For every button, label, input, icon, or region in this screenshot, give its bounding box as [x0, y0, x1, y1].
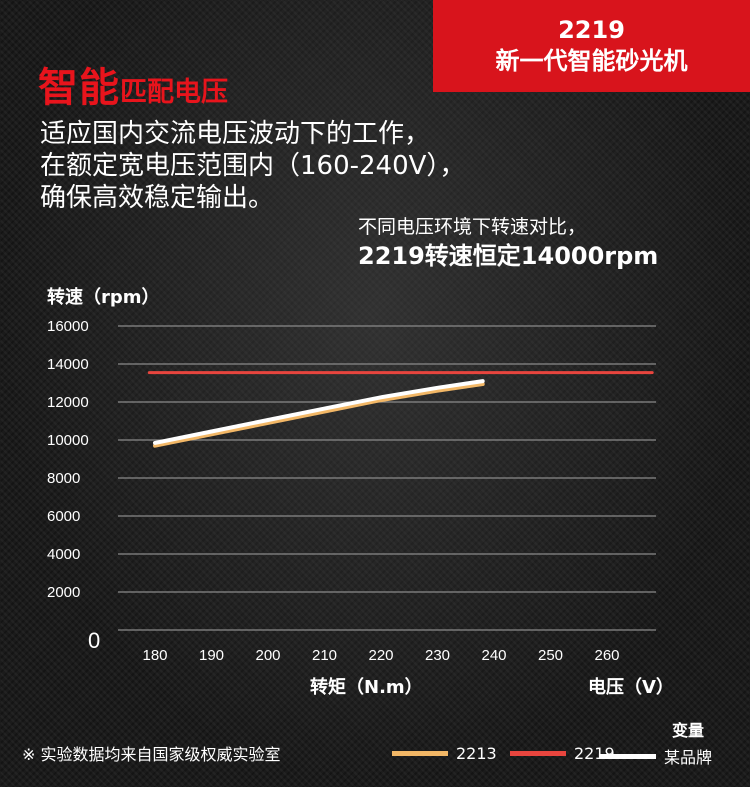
y-tick-label: 2000 [47, 584, 80, 601]
x-axis-label: 转矩（N.m） [310, 676, 423, 698]
x-ticks: 180 190 200 210 220 230 240 250 260 [142, 647, 619, 664]
y-tick-label: 6000 [47, 508, 80, 525]
badge-model: 2219 [558, 16, 625, 44]
y-tick-label: 4000 [47, 546, 80, 563]
x-tick-label: 180 [142, 647, 167, 664]
x-tick-label: 260 [594, 647, 619, 664]
legend-swatch [510, 751, 566, 756]
legend-label: 某品牌 [664, 748, 713, 767]
x-tick-label: 250 [538, 647, 563, 664]
x-tick-label: 190 [199, 647, 224, 664]
legend-label: 2213 [456, 744, 497, 763]
legend-swatch [600, 753, 656, 759]
model-badge: 2219 新一代智能砂光机 [433, 0, 750, 92]
x-tick-label: 230 [425, 647, 450, 664]
footnote: ※ 实验数据均来自国家级权威实验室 [22, 745, 281, 764]
description-line: 在额定宽电压范围内（160-240V）， [40, 151, 466, 181]
comparison-highlight: 2219转速恒定14000rpm [358, 242, 659, 270]
legend-swatch [392, 751, 448, 756]
y-tick-label: 10000 [47, 432, 89, 449]
y-tick-label: 12000 [47, 394, 89, 411]
y-axis-label: 转速（rpm） [47, 287, 160, 308]
y-zero-label: 0 [88, 628, 100, 653]
x-tick-label: 240 [481, 647, 506, 664]
x-tick-label: 210 [312, 647, 337, 664]
heading-main: 智能 [38, 65, 120, 111]
legend-title: 变量 [672, 721, 705, 740]
series-lines [147, 371, 654, 448]
description-line: 适应国内交流电压波动下的工作， [40, 119, 431, 149]
legend-item-2219: 2219 [510, 744, 615, 763]
badge-product: 新一代智能砂光机 [495, 47, 688, 75]
y-tick-label: 16000 [47, 318, 89, 335]
x-tick-label: 220 [368, 647, 393, 664]
legend-item-2213: 2213 [392, 744, 497, 763]
grid [118, 325, 656, 631]
y-ticks: 2000 4000 6000 8000 10000 12000 14000 16000 [47, 318, 89, 601]
heading-sub: 匹配电压 [120, 77, 228, 108]
comparison-caption: 不同电压环境下转速对比， [358, 216, 587, 238]
x-tick-label: 200 [255, 647, 280, 664]
x-axis-label-secondary: 电压（V） [588, 676, 674, 698]
y-tick-label: 8000 [47, 470, 80, 487]
legend-item-brand: 某品牌 [600, 744, 712, 768]
description: 适应国内交流电压波动下的工作， 在额定宽电压范围内（160-240V）， 确保高… [40, 118, 465, 214]
section-heading: 智能匹配电压 [38, 55, 228, 113]
series-line-2213 [153, 382, 485, 448]
y-tick-label: 14000 [47, 356, 89, 373]
series-line-某品牌 [153, 379, 485, 445]
description-line: 确保高效稳定输出。 [40, 183, 275, 213]
